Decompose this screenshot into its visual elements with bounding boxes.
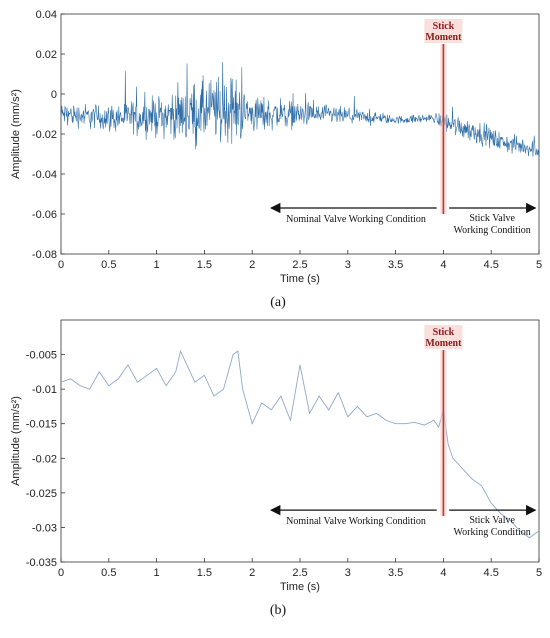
x-tick-label: 2 <box>249 567 255 579</box>
y-tick-label: -0.02 <box>32 453 57 465</box>
x-tick-label: 0.5 <box>101 259 116 271</box>
y-tick-label: -0.03 <box>32 522 57 534</box>
y-axis-label: Amplitude (mm/s²) <box>10 396 22 486</box>
y-tick-label: -0.02 <box>32 129 57 141</box>
x-tick-label: 4 <box>440 567 446 579</box>
y-axis-label: Amplitude (mm/s²) <box>10 89 22 179</box>
x-tick-label: 1 <box>154 259 160 271</box>
signal-series-line <box>60 62 540 157</box>
x-tick-label: 4.5 <box>484 567 499 579</box>
x-tick-label: 4 <box>440 259 446 271</box>
nominal-condition-label: Nominal Valve Working Condition <box>286 516 426 527</box>
stick-moment-label-bg <box>424 325 463 349</box>
y-tick-label: -0.06 <box>32 209 57 221</box>
y-tick-label: -0.025 <box>26 488 57 500</box>
x-tick-label: 2 <box>249 259 255 271</box>
y-tick-label: 0 <box>51 89 57 101</box>
x-tick-label: 5 <box>536 259 542 271</box>
y-tick-label: 0.04 <box>36 9 57 21</box>
x-axis-label: Time (s) <box>280 273 320 285</box>
stick-moment-label-line2: Moment <box>425 338 462 349</box>
y-tick-label: -0.005 <box>26 350 57 362</box>
stick-moment-label-line2: Moment <box>425 32 462 43</box>
stick-condition-label-line2: Working Condition <box>454 225 531 236</box>
signal-series-line <box>60 349 540 539</box>
x-tick-label: 0 <box>58 259 64 271</box>
x-tick-label: 2.5 <box>292 259 307 271</box>
y-tick-label: -0.015 <box>26 419 57 431</box>
x-tick-label: 1.5 <box>197 567 212 579</box>
chart-b: 0 0.5 1 1.5 2 2.5 3 3.5 4 4.5 5 -0.005 -0.01 -0.015 -0… <box>10 319 542 618</box>
y-tick-label: -0.01 <box>32 384 57 396</box>
stick-condition-label-line1: Stick Valve <box>469 213 515 224</box>
chart-a: 0 0.5 1 1.5 2 2.5 3 3.5 4 4.5 5 0.04 0.02 0 -0.02 -0.04… <box>10 9 542 310</box>
x-tick-label: 4.5 <box>484 259 499 271</box>
x-tick-label: 2.5 <box>292 567 307 579</box>
panel-label: (a) <box>270 295 286 310</box>
stick-moment-label-bg <box>424 19 463 43</box>
x-tick-label: 0.5 <box>101 567 116 579</box>
stick-condition-label-line1: Stick Valve <box>469 515 515 526</box>
x-tick-label: 5 <box>536 567 542 579</box>
nominal-condition-label: Nominal Valve Working Condition <box>286 214 426 225</box>
x-tick-label: 3.5 <box>388 567 403 579</box>
x-axis-label: Time (s) <box>280 581 320 593</box>
x-tick-label: 1 <box>154 567 160 579</box>
y-tick-label: -0.04 <box>32 169 57 181</box>
y-tick-label: 0.02 <box>36 49 57 61</box>
stick-condition-label-line2: Working Condition <box>454 527 531 538</box>
stick-moment-label-line1: Stick <box>433 21 455 32</box>
y-tick-label: -0.035 <box>26 557 57 569</box>
x-tick-label: 1.5 <box>197 259 212 271</box>
x-tick-label: 3 <box>345 259 351 271</box>
x-tick-label: 0 <box>58 567 64 579</box>
x-tick-label: 3.5 <box>388 259 403 271</box>
x-tick-label: 3 <box>345 567 351 579</box>
y-tick-label: -0.08 <box>32 249 57 261</box>
stick-moment-label-line1: Stick <box>433 327 455 338</box>
panel-label: (b) <box>270 603 287 618</box>
